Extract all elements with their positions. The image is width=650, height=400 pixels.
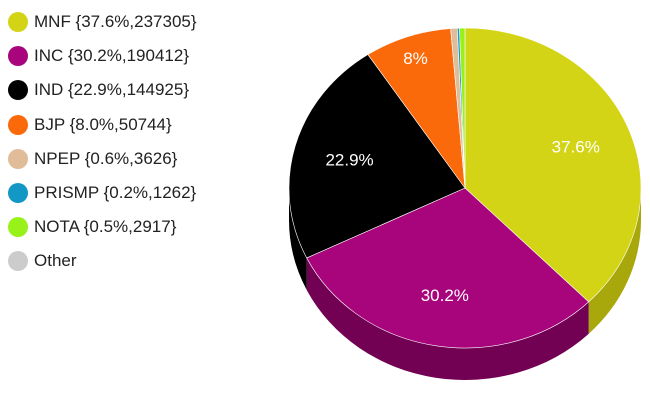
- legend-label: NOTA {0.5%,2917}: [34, 217, 177, 237]
- pie-slice-ind[interactable]: [288, 54, 466, 259]
- legend-label: NPEP {0.6%,3626}: [34, 148, 178, 168]
- legend-label: Other: [34, 251, 77, 271]
- pie-slice-mnf[interactable]: [464, 27, 642, 303]
- slice-label-inc: 30.2%: [421, 286, 469, 305]
- legend-label: INC {30.2%,190412}: [34, 46, 190, 66]
- chart-legend: MNF {37.6%,237305} INC {30.2%,190412} IND …: [8, 5, 197, 279]
- pie-slice-nota[interactable]: [459, 27, 466, 189]
- legend-label: IND {22.9%,144925}: [34, 80, 190, 100]
- legend-item[interactable]: PRISMP {0.2%,1262}: [8, 176, 197, 210]
- legend-swatch: [8, 183, 28, 204]
- pie-slice-bjp[interactable]: [367, 28, 466, 190]
- legend-label: PRISMP {0.2%,1262}: [34, 183, 197, 203]
- slice-label-mnf: 37.6%: [552, 138, 600, 157]
- legend-item[interactable]: INC {30.2%,190412}: [8, 39, 197, 73]
- legend-item[interactable]: Other: [8, 244, 197, 278]
- legend-item[interactable]: BJP {8.0%,50744}: [8, 108, 197, 142]
- legend-item[interactable]: MNF {37.6%,237305}: [8, 5, 197, 39]
- pie-slice-inc[interactable]: [306, 187, 590, 349]
- legend-label: MNF {37.6%,237305}: [34, 12, 197, 32]
- pie-top: [288, 27, 642, 349]
- pie-labels: 37.6% 30.2% 22.9% 8%: [325, 49, 599, 305]
- legend-item[interactable]: IND {22.9%,144925}: [8, 73, 197, 107]
- pie-slice-side-mnf: [588, 188, 641, 334]
- legend-swatch: [8, 12, 28, 33]
- slice-label-bjp: 8%: [403, 49, 428, 68]
- slice-label-ind: 22.9%: [325, 150, 373, 169]
- legend-item[interactable]: NOTA {0.5%,2917}: [8, 210, 197, 244]
- legend-swatch: [8, 80, 28, 101]
- legend-swatch: [8, 251, 28, 272]
- legend-swatch: [8, 46, 28, 67]
- legend-swatch: [8, 114, 28, 135]
- legend-swatch: [8, 217, 28, 238]
- legend-item[interactable]: NPEP {0.6%,3626}: [8, 142, 197, 176]
- pie-slice-side-inc: [306, 257, 589, 381]
- legend-label: BJP {8.0%,50744}: [34, 114, 172, 134]
- legend-swatch: [8, 148, 28, 169]
